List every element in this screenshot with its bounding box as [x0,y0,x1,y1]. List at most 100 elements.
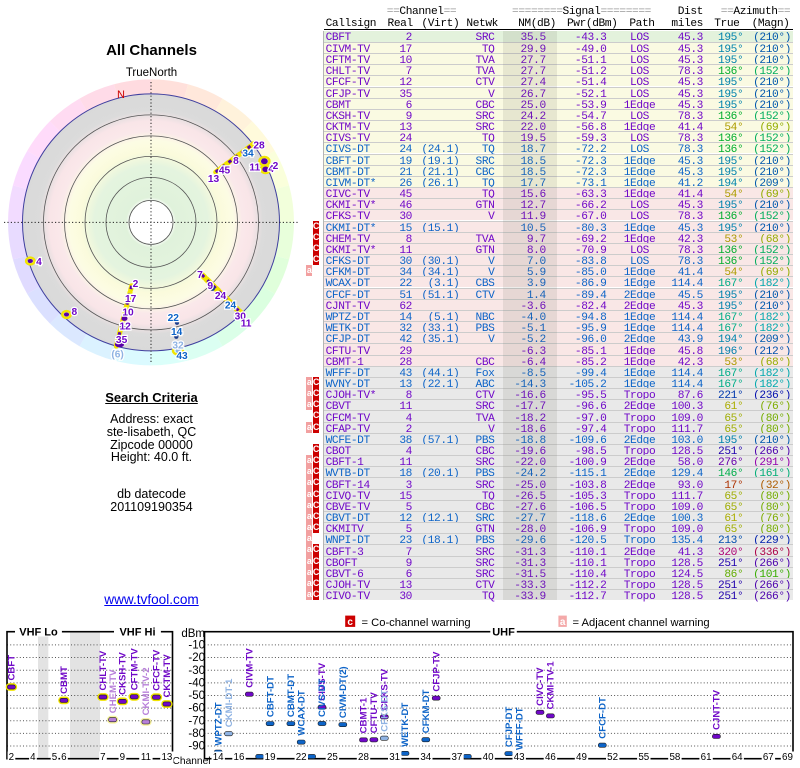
svg-text:40: 40 [483,752,494,763]
svg-text:28: 28 [358,752,369,763]
svg-text:67: 67 [763,752,774,763]
svg-text:WCAX-DT: WCAX-DT [296,690,307,735]
svg-text:64: 64 [732,752,743,763]
svg-text:61: 61 [701,752,712,763]
svg-text:-80: -80 [188,728,205,740]
svg-text:17: 17 [125,294,137,305]
svg-text:34: 34 [420,752,431,763]
svg-text:34: 34 [242,149,254,160]
svg-text:9: 9 [120,752,125,763]
svg-text:CIVC-TV: CIVC-TV [535,667,546,706]
svg-text:24: 24 [225,301,237,312]
svg-text:30: 30 [235,312,247,323]
svg-text:43: 43 [514,752,525,763]
svg-text:9: 9 [207,281,213,292]
svg-text:13: 13 [208,174,220,185]
svg-text:2: 2 [273,161,279,172]
svg-text:CFJP-TV: CFJP-TV [431,651,442,692]
svg-text:CFTU-TV: CFTU-TV [369,692,380,734]
svg-text:N: N [117,89,125,101]
svg-text:CKMI-TV-2: CKMI-TV-2 [141,667,152,715]
svg-text:CBMT-1: CBMT-1 [359,697,370,733]
svg-text:CKMI-DT-1: CKMI-DT-1 [224,678,235,727]
svg-text:35: 35 [116,335,128,346]
svg-text:(6): (6) [111,350,123,361]
svg-text:13: 13 [161,752,172,763]
svg-text:49: 49 [576,752,587,763]
svg-text:CIVS-TV: CIVS-TV [317,662,328,700]
svg-text:WFFF-DT: WFFF-DT [514,707,525,750]
svg-text:16: 16 [234,752,245,763]
svg-text:= Co-channel warning: = Co-channel warning [362,617,471,629]
svg-text:8: 8 [233,156,239,167]
svg-text:55: 55 [638,752,649,763]
svg-text:CBMT-DT: CBMT-DT [286,674,297,717]
svg-text:CBMT: CBMT [59,666,70,694]
svg-text:22: 22 [296,752,307,763]
svg-text:4: 4 [36,257,42,268]
svg-text:CKMI-TV-1: CKMI-TV-1 [546,661,557,710]
svg-text:dBm: dBm [181,628,205,640]
svg-text:CFCF-TV: CFCF-TV [152,649,163,691]
svg-text:UHF: UHF [492,626,515,638]
svg-text:CHLT-TV: CHLT-TV [98,650,109,690]
svg-text:24: 24 [215,291,227,302]
svg-text:6: 6 [61,752,67,763]
svg-text:14: 14 [171,327,183,338]
svg-text:10: 10 [122,308,134,319]
svg-text:CKSH-TV: CKSH-TV [118,652,129,695]
svg-text:45: 45 [219,166,231,177]
svg-text:69: 69 [782,752,793,763]
svg-text:-20: -20 [188,652,205,664]
svg-text:8: 8 [71,307,77,318]
svg-text:CIVM-TV: CIVM-TV [245,648,256,688]
svg-text:-40: -40 [188,677,205,689]
svg-text:31: 31 [389,752,400,763]
svg-text:CFCF-DT: CFCF-DT [598,697,609,739]
svg-text:CFJP-DT: CFJP-DT [504,706,515,747]
svg-text:4: 4 [30,752,36,763]
svg-text:-30: -30 [188,665,205,677]
svg-text:CJNT-TV: CJNT-TV [712,689,723,730]
svg-text:25: 25 [327,752,338,763]
svg-text:CFKS-TV: CFKS-TV [380,668,391,710]
svg-text:12: 12 [120,321,132,332]
svg-text:11: 11 [241,318,252,329]
svg-text:11: 11 [141,752,151,763]
svg-text:CIVM-DT(2): CIVM-DT(2) [338,666,349,718]
svg-text:Channel: Channel [173,756,211,767]
svg-text:CKTM-TV: CKTM-TV [162,654,173,698]
svg-text:CIVS-DT: CIVS-DT [317,678,328,717]
svg-text:VHF Lo: VHF Lo [19,626,58,638]
svg-text:4: 4 [268,164,274,175]
svg-text:43: 43 [176,351,188,362]
svg-text:5: 5 [52,752,58,763]
svg-text:-90: -90 [188,741,205,753]
svg-text:2: 2 [133,279,139,290]
svg-text:52: 52 [607,752,618,763]
svg-text:CFTM-TV: CFTM-TV [129,648,140,691]
svg-text:11: 11 [249,163,260,174]
svg-text:a: a [560,617,566,628]
svg-text:2: 2 [9,752,14,763]
svg-text:WPTZ-DT: WPTZ-DT [213,702,224,745]
svg-text:-70: -70 [188,715,205,727]
svg-text:CBFT: CBFT [7,655,18,681]
svg-text:CFKM-DT: CFKM-DT [421,689,432,733]
svg-text:-60: -60 [188,703,205,715]
svg-text:46: 46 [545,752,556,763]
svg-text:37: 37 [451,752,462,763]
svg-text:58: 58 [669,752,680,763]
svg-text:-10: -10 [188,640,205,652]
svg-text:CFKS-DT: CFKS-DT [380,689,391,731]
svg-text:28: 28 [253,140,265,151]
svg-text:VHF Hi: VHF Hi [119,626,155,638]
svg-text:CBFT-DT: CBFT-DT [265,676,276,717]
svg-text:-50: -50 [188,690,205,702]
svg-text:19: 19 [265,752,276,763]
svg-text:14: 14 [213,752,224,763]
svg-text:32: 32 [172,341,184,352]
svg-text:7: 7 [100,752,105,763]
svg-text:CHEM-TV: CHEM-TV [108,669,119,713]
svg-text:c: c [347,617,353,628]
